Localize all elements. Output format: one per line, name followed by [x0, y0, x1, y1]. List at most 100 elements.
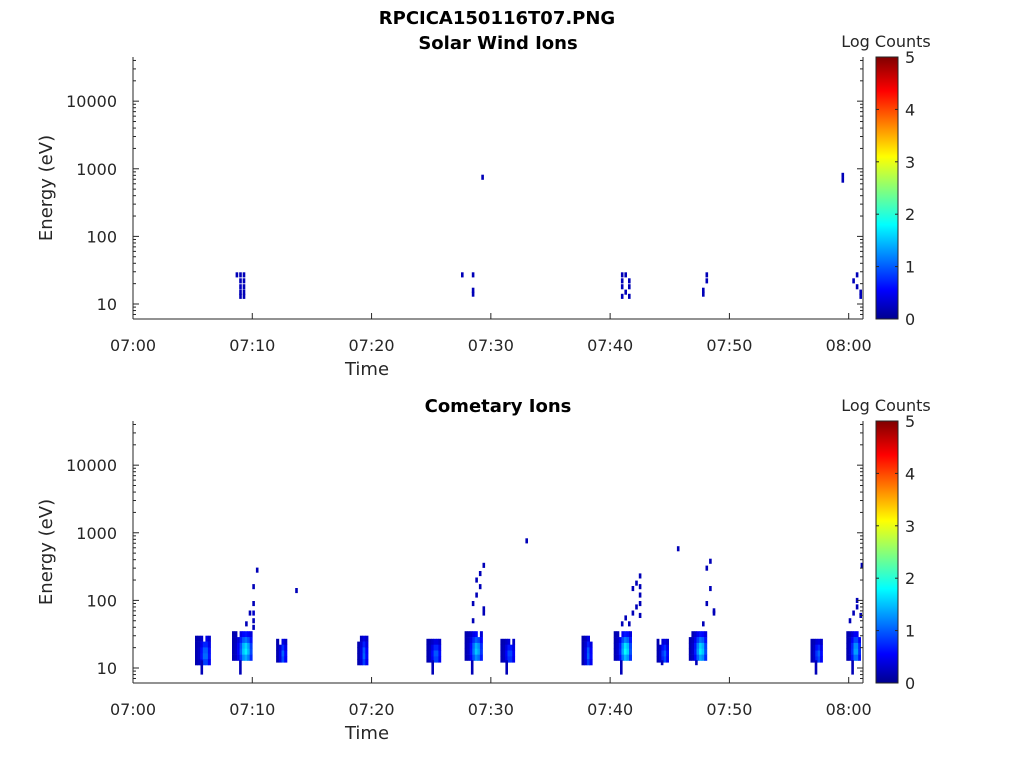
heatmap-cell — [478, 584, 482, 590]
heatmap-cell — [244, 631, 248, 638]
heatmap-cell — [276, 650, 280, 657]
heatmap-cell — [474, 654, 478, 661]
heatmap-cell — [467, 637, 471, 644]
heatmap-cell — [581, 635, 585, 642]
heatmap-cell — [477, 648, 481, 655]
heatmap-cell — [666, 644, 669, 651]
heatmap-cell — [467, 654, 471, 661]
heatmap-cell — [362, 653, 366, 660]
heatmap-cell — [815, 638, 819, 645]
heatmap-cell — [359, 659, 363, 666]
heatmap-cell — [626, 654, 630, 661]
heatmap-cell — [810, 650, 814, 657]
heatmap-cell — [433, 650, 437, 657]
heatmap-cell — [629, 637, 632, 644]
heatmap-cell — [284, 650, 288, 657]
heatmap-cell — [475, 577, 478, 583]
heatmap-cell — [696, 631, 700, 638]
heatmap-cell — [239, 293, 242, 299]
heatmap-cell — [284, 638, 288, 645]
heatmap-cell — [244, 654, 248, 661]
heatmap-cell — [623, 648, 627, 655]
colorbar-gradient — [875, 56, 899, 320]
heatmap-cell — [695, 660, 698, 666]
heatmap-cell — [234, 631, 238, 638]
heatmap-cell — [284, 644, 288, 651]
heatmap-cell — [853, 637, 857, 644]
heatmap-cell — [853, 654, 857, 661]
heatmap-cell — [628, 278, 631, 284]
heatmap-cell — [699, 654, 703, 661]
heatmap-cell — [197, 635, 201, 642]
heatmap-cell — [613, 654, 617, 661]
heatmap-cell — [237, 642, 240, 650]
heatmap-cell — [848, 654, 852, 661]
heatmap-cell — [851, 648, 854, 655]
heatmap-cell — [464, 637, 468, 644]
heatmap-cell — [359, 635, 363, 642]
heatmap-cell — [584, 641, 588, 648]
heatmap-cell — [812, 656, 816, 663]
heatmap-cell — [581, 659, 585, 666]
heatmap-cell — [586, 653, 590, 660]
heatmap-cell — [357, 653, 361, 660]
heatmap-cell — [239, 278, 242, 284]
heatmap-cell — [701, 642, 705, 650]
heatmap-cell — [436, 644, 439, 651]
heatmap-cell — [846, 631, 850, 638]
heatmap-cell — [357, 641, 361, 648]
heatmap-cell — [278, 656, 282, 663]
heatmap-cell — [507, 644, 511, 651]
heatmap-cell — [525, 538, 528, 544]
heatmap-cell — [624, 289, 627, 295]
heatmap-cell — [613, 648, 617, 655]
heatmap-cell — [433, 644, 437, 651]
heatmap-cell — [852, 278, 855, 284]
heatmap-cell — [464, 648, 468, 655]
heatmap-cell — [482, 562, 486, 568]
heatmap-cell — [242, 293, 246, 299]
heatmap-cell — [621, 637, 625, 644]
heatmap-cell — [426, 644, 430, 651]
heatmap-cell — [242, 654, 245, 661]
x-tick-label: 08:00 — [826, 336, 872, 355]
heatmap-cell — [431, 650, 434, 657]
heatmap-cell — [431, 638, 434, 645]
heatmap-cell — [239, 284, 242, 290]
heatmap-cell — [477, 654, 481, 661]
heatmap-cell — [247, 631, 251, 638]
heatmap-cell — [252, 610, 255, 616]
heatmap-cell — [232, 642, 235, 650]
heatmap-cell — [626, 631, 630, 638]
y-axis-label: Energy (eV) — [36, 135, 57, 241]
heatmap-cell — [584, 659, 588, 666]
heatmap-cell — [817, 656, 821, 663]
heatmap-cell — [705, 565, 709, 571]
colorbar-label: Log Counts — [841, 396, 931, 415]
heatmap-cell — [855, 637, 859, 644]
heatmap-cell — [295, 588, 298, 594]
heatmap-cell — [433, 656, 437, 663]
heatmap-cell — [810, 656, 814, 663]
heatmap-cell — [479, 648, 483, 655]
heatmap-cell — [431, 656, 434, 663]
heatmap-cell — [482, 610, 486, 616]
heatmap-cell — [281, 650, 285, 657]
heatmap-cell — [200, 647, 204, 654]
heatmap-cell — [242, 648, 245, 655]
x-tick-label: 07:40 — [587, 336, 633, 355]
heatmap-cell — [860, 562, 864, 568]
heatmap-cell — [426, 656, 430, 663]
heatmap-cell — [846, 642, 850, 650]
heatmap-cell — [438, 656, 442, 663]
x-tick-label: 07:40 — [587, 700, 633, 719]
heatmap-cell — [855, 642, 859, 650]
heatmap-cell — [195, 635, 198, 642]
heatmap-cell — [234, 654, 238, 661]
heatmap-cell — [502, 656, 506, 663]
heatmap-cell — [507, 638, 511, 645]
heatmap-cell — [696, 654, 700, 661]
heatmap-cell — [471, 272, 475, 278]
